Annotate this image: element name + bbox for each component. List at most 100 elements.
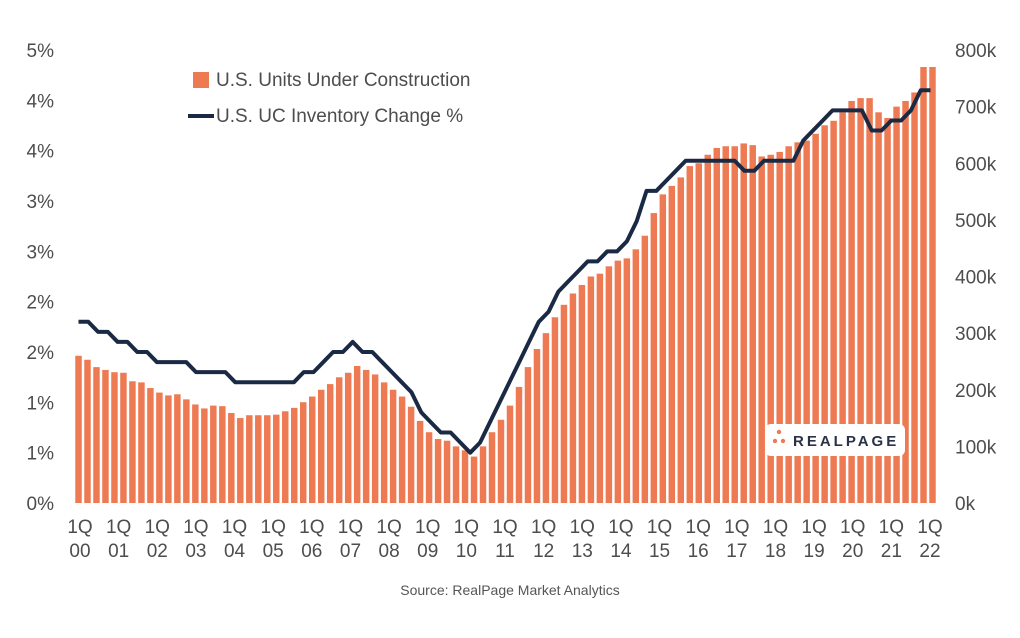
bar xyxy=(219,406,226,503)
inventory-change-line xyxy=(78,88,931,455)
bar xyxy=(515,386,523,503)
realpage-logo: REALPAGE xyxy=(765,424,905,456)
bar xyxy=(848,100,855,504)
bar xyxy=(677,177,685,503)
bar xyxy=(282,411,289,503)
x-tick-quarter: 1Q xyxy=(183,517,208,538)
x-tick-year: 14 xyxy=(610,541,632,562)
bar xyxy=(488,432,496,503)
x-tick-quarter: 1Q xyxy=(415,517,440,538)
x-tick-quarter: 1Q xyxy=(106,517,131,538)
x-tick-quarter: 1Q xyxy=(801,517,826,538)
right-axis-tick: 100k xyxy=(955,437,997,458)
bar xyxy=(416,420,424,503)
bar xyxy=(767,154,774,503)
x-tick-year: 03 xyxy=(185,541,206,562)
x-tick-quarter: 1Q xyxy=(376,517,401,538)
x-tick-quarter: 1Q xyxy=(492,517,517,538)
bar xyxy=(920,66,927,504)
x-tick-quarter: 1Q xyxy=(67,517,92,538)
bar xyxy=(605,266,613,503)
bar xyxy=(749,145,756,503)
x-tick-year: 01 xyxy=(108,541,129,562)
x-tick-year: 19 xyxy=(804,541,825,562)
x-tick-quarter: 1Q xyxy=(570,517,595,538)
logo-dot-2 xyxy=(772,438,778,444)
bar xyxy=(839,112,846,503)
x-tick-quarter: 1Q xyxy=(531,517,556,538)
x-tick-quarter: 1Q xyxy=(879,517,904,538)
x-tick-year: 06 xyxy=(301,541,322,562)
bar xyxy=(75,355,82,503)
x-tick-quarter: 1Q xyxy=(222,517,247,538)
x-tick-year: 04 xyxy=(224,541,246,562)
bar xyxy=(210,405,217,503)
bar-series xyxy=(75,66,936,504)
bar xyxy=(623,258,631,503)
bar xyxy=(704,154,711,503)
left-axis-tick: 2% xyxy=(27,293,55,314)
x-tick-year: 09 xyxy=(417,541,438,562)
bar xyxy=(291,407,298,503)
bar xyxy=(165,395,172,503)
left-axis-tick: 1% xyxy=(27,444,55,465)
bar xyxy=(731,146,738,503)
x-tick-quarter: 1Q xyxy=(261,517,286,538)
x-tick-year: 00 xyxy=(69,541,90,562)
bar xyxy=(335,377,343,503)
bar xyxy=(111,372,118,503)
x-tick-year: 07 xyxy=(340,541,361,562)
bar xyxy=(183,399,190,503)
x-tick-year: 15 xyxy=(649,541,670,562)
bar xyxy=(93,367,100,503)
bar xyxy=(866,98,873,503)
x-tick-year: 05 xyxy=(263,541,284,562)
bar xyxy=(614,260,622,503)
bar xyxy=(228,412,235,503)
bar xyxy=(659,194,667,503)
bar xyxy=(434,439,442,503)
right-axis-tick: 400k xyxy=(955,268,997,289)
bar xyxy=(596,273,604,503)
bar xyxy=(201,408,208,503)
bar xyxy=(803,140,810,503)
bar xyxy=(120,372,127,503)
bar xyxy=(821,125,828,503)
x-tick-year: 20 xyxy=(842,541,863,562)
left-axis: 5% 4% 4% 3% 3% 2% 2% 1% 1% 0% xyxy=(27,41,55,515)
x-tick-quarter: 1Q xyxy=(763,517,788,538)
bar xyxy=(237,418,244,503)
x-tick-year: 22 xyxy=(919,541,940,562)
bar xyxy=(353,365,361,503)
bar xyxy=(246,415,253,503)
bar xyxy=(686,166,694,503)
x-tick-year: 08 xyxy=(379,541,400,562)
bar xyxy=(479,446,487,504)
x-tick-year: 02 xyxy=(147,541,168,562)
right-axis-tick: 800k xyxy=(955,41,997,62)
bar xyxy=(893,106,900,504)
bar xyxy=(326,384,334,503)
left-axis-tick: 4% xyxy=(27,91,55,112)
bar xyxy=(812,133,819,503)
bar xyxy=(551,317,559,503)
bar xyxy=(452,446,460,504)
bar xyxy=(174,394,181,503)
legend: U.S. Units Under Construction U.S. UC In… xyxy=(188,70,471,127)
bar xyxy=(506,405,514,503)
bar xyxy=(371,374,379,503)
x-tick-quarter: 1Q xyxy=(299,517,324,538)
left-axis-tick: 1% xyxy=(27,393,55,414)
bar xyxy=(443,440,451,503)
x-tick-quarter: 1Q xyxy=(686,517,711,538)
x-tick-quarter: 1Q xyxy=(338,517,363,538)
x-tick-year: 13 xyxy=(572,541,593,562)
bar xyxy=(255,415,262,503)
bar xyxy=(524,367,532,503)
bar xyxy=(560,304,568,503)
bar xyxy=(713,147,720,503)
bar xyxy=(156,392,163,503)
left-axis-tick: 3% xyxy=(27,192,55,213)
